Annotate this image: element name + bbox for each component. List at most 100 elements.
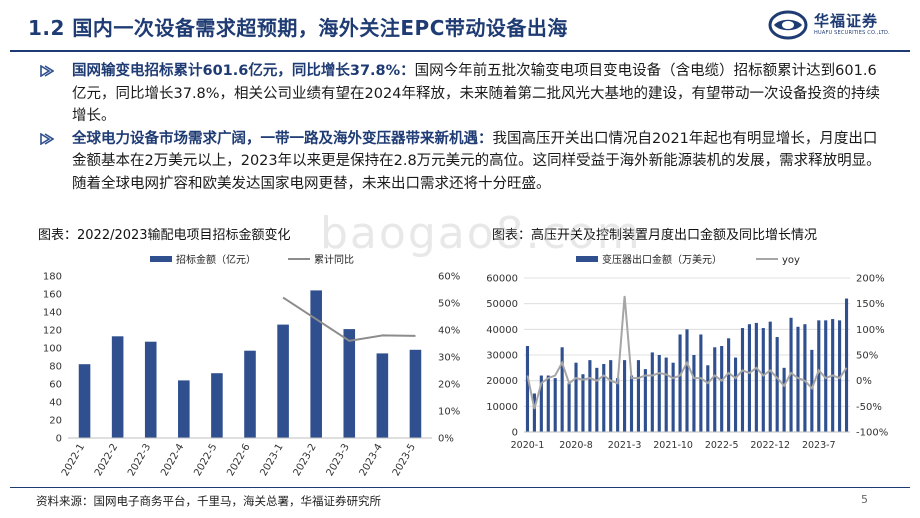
bar (616, 378, 620, 432)
slide-title: 1.2 国内一次设备需求超预期，海外关注EPC带动设备出海 (28, 16, 568, 40)
bar (838, 320, 842, 432)
y-left-tick-label: 100 (43, 344, 62, 355)
x-tick-label: 2022-5 (705, 440, 739, 451)
y-right-tick-label: 0% (856, 376, 872, 387)
bar (692, 355, 696, 432)
slide-header: 1.2 国内一次设备需求超预期，海外关注EPC带动设备出海 华福证券 HUAFU… (0, 0, 920, 52)
arrow-bullet-icon (40, 65, 54, 77)
footer-divider (10, 487, 910, 488)
x-tick-label: 2020-8 (559, 440, 593, 451)
y-right-tick-label: 150% (856, 299, 885, 310)
y-left-tick-label: 0 (56, 434, 62, 445)
bar (376, 353, 389, 438)
legend-bar-label: 招标金额（亿元） (176, 253, 256, 266)
bar (78, 364, 91, 438)
y-left-tick-label: 20 (49, 416, 62, 427)
bar (713, 347, 717, 432)
y-left-tick-label: 80 (49, 362, 62, 373)
bar (539, 375, 543, 432)
x-tick-label: 2022-1 (60, 442, 87, 478)
x-tick-label: 2023-4 (358, 442, 385, 478)
bar (775, 337, 779, 432)
logo-text-cn: 华福证券 (814, 12, 879, 30)
y-right-tick-label: -50% (856, 402, 882, 413)
page-number: 5 (861, 493, 868, 506)
bar (810, 349, 814, 432)
bar (111, 336, 124, 438)
bar (844, 298, 849, 432)
bar (824, 320, 828, 432)
bar (595, 367, 599, 432)
legend-bar-label: 变压器出口金额（万美元） (602, 253, 722, 266)
bar (343, 329, 356, 438)
bullet-highlight: 全球电力设备市场需求广阔，一带一路及海外变压器带来新机遇： (72, 130, 493, 147)
left-chart: 招标金额（亿元） 累计同比 0 20 40 60 80 100 120 140 160 180 0% 10… (43, 253, 460, 478)
bar (629, 375, 634, 432)
bar (720, 346, 724, 432)
x-tick-label: 2023-1 (258, 442, 285, 478)
bar (211, 373, 223, 438)
x-tick-label: 2023-3 (325, 442, 352, 478)
bar (740, 328, 745, 432)
logo-text-en: HUAFU SECURITIES CO.,LTD. (814, 30, 890, 36)
bar (588, 360, 592, 432)
x-tick-label: 2023-2 (292, 442, 319, 478)
title-divider (10, 50, 910, 52)
bar (178, 380, 190, 438)
bar (546, 375, 550, 432)
bar (761, 328, 765, 432)
bar (574, 362, 578, 432)
bar (581, 374, 585, 432)
y-left-tick-label: 20000 (486, 376, 518, 387)
bar (699, 334, 703, 432)
y-left-tick-label: 60 (49, 380, 62, 391)
bar (782, 367, 786, 432)
bar (754, 322, 758, 432)
y-left-tick-label: 160 (43, 290, 62, 301)
x-tick-label: 2022-6 (225, 442, 252, 478)
y-left-tick-label: 120 (43, 326, 62, 337)
y-right-tick-label: -100% (856, 428, 888, 439)
y-right-tick-label: 60% (438, 272, 460, 283)
y-left-tick-label: 60000 (486, 274, 518, 285)
bar (144, 341, 157, 438)
y-left-tick-label: 140 (43, 308, 62, 319)
y-right-tick-label: 0% (438, 434, 454, 445)
bullet-body: 国网今年前五批次输变电项目变电设备（含电缆）招标额累计达到601.6亿元，同比增… (72, 63, 880, 124)
bar (532, 393, 536, 432)
y-right-tick-label: 100% (856, 325, 885, 336)
y-left-tick-label: 30000 (486, 351, 518, 362)
legend-line-label: 累计同比 (314, 253, 354, 266)
y-left-tick-label: 40 (49, 398, 62, 409)
bar (409, 349, 422, 438)
y-left-tick-label: 50000 (486, 299, 518, 310)
arrow-bullet-icon (40, 132, 54, 145)
x-tick-label: 2023-7 (802, 440, 836, 451)
x-tick-label: 2021-10 (653, 440, 693, 451)
bar (553, 378, 557, 432)
x-tick-label: 2022-2 (93, 442, 120, 478)
bar (747, 324, 751, 432)
left-chart-caption: 图表：2022/2023输配电项目招标金额变化 (38, 228, 291, 243)
huafu-logo-icon (768, 10, 808, 40)
y-left-tick-label: 40000 (486, 325, 518, 336)
y-right-tick-label: 50% (856, 351, 878, 362)
bar (706, 365, 710, 432)
x-tick-label: 2022-12 (750, 440, 790, 451)
right-chart: 变压器出口金额（万美元） yoy 0 10000 20000 30000 40000 5000… (486, 253, 888, 451)
bar (636, 360, 641, 432)
line-series (282, 296, 416, 342)
legend-bar-swatch (150, 256, 172, 262)
bar (609, 360, 613, 432)
bar (643, 369, 647, 432)
source-note: 资料来源：国网电子商务平台，千里马，海关总署，华福证券研究所 (36, 494, 381, 508)
bar (277, 324, 289, 438)
company-logo: 华福证券 HUAFU SECURITIES CO.,LTD. (768, 6, 898, 46)
bar (803, 324, 807, 432)
bar (768, 321, 772, 432)
legend-bar-swatch (576, 256, 598, 262)
y-right-tick-label: 50% (438, 299, 460, 310)
bar (602, 363, 606, 432)
x-tick-label: 2022-5 (192, 442, 219, 478)
bar (567, 383, 571, 432)
